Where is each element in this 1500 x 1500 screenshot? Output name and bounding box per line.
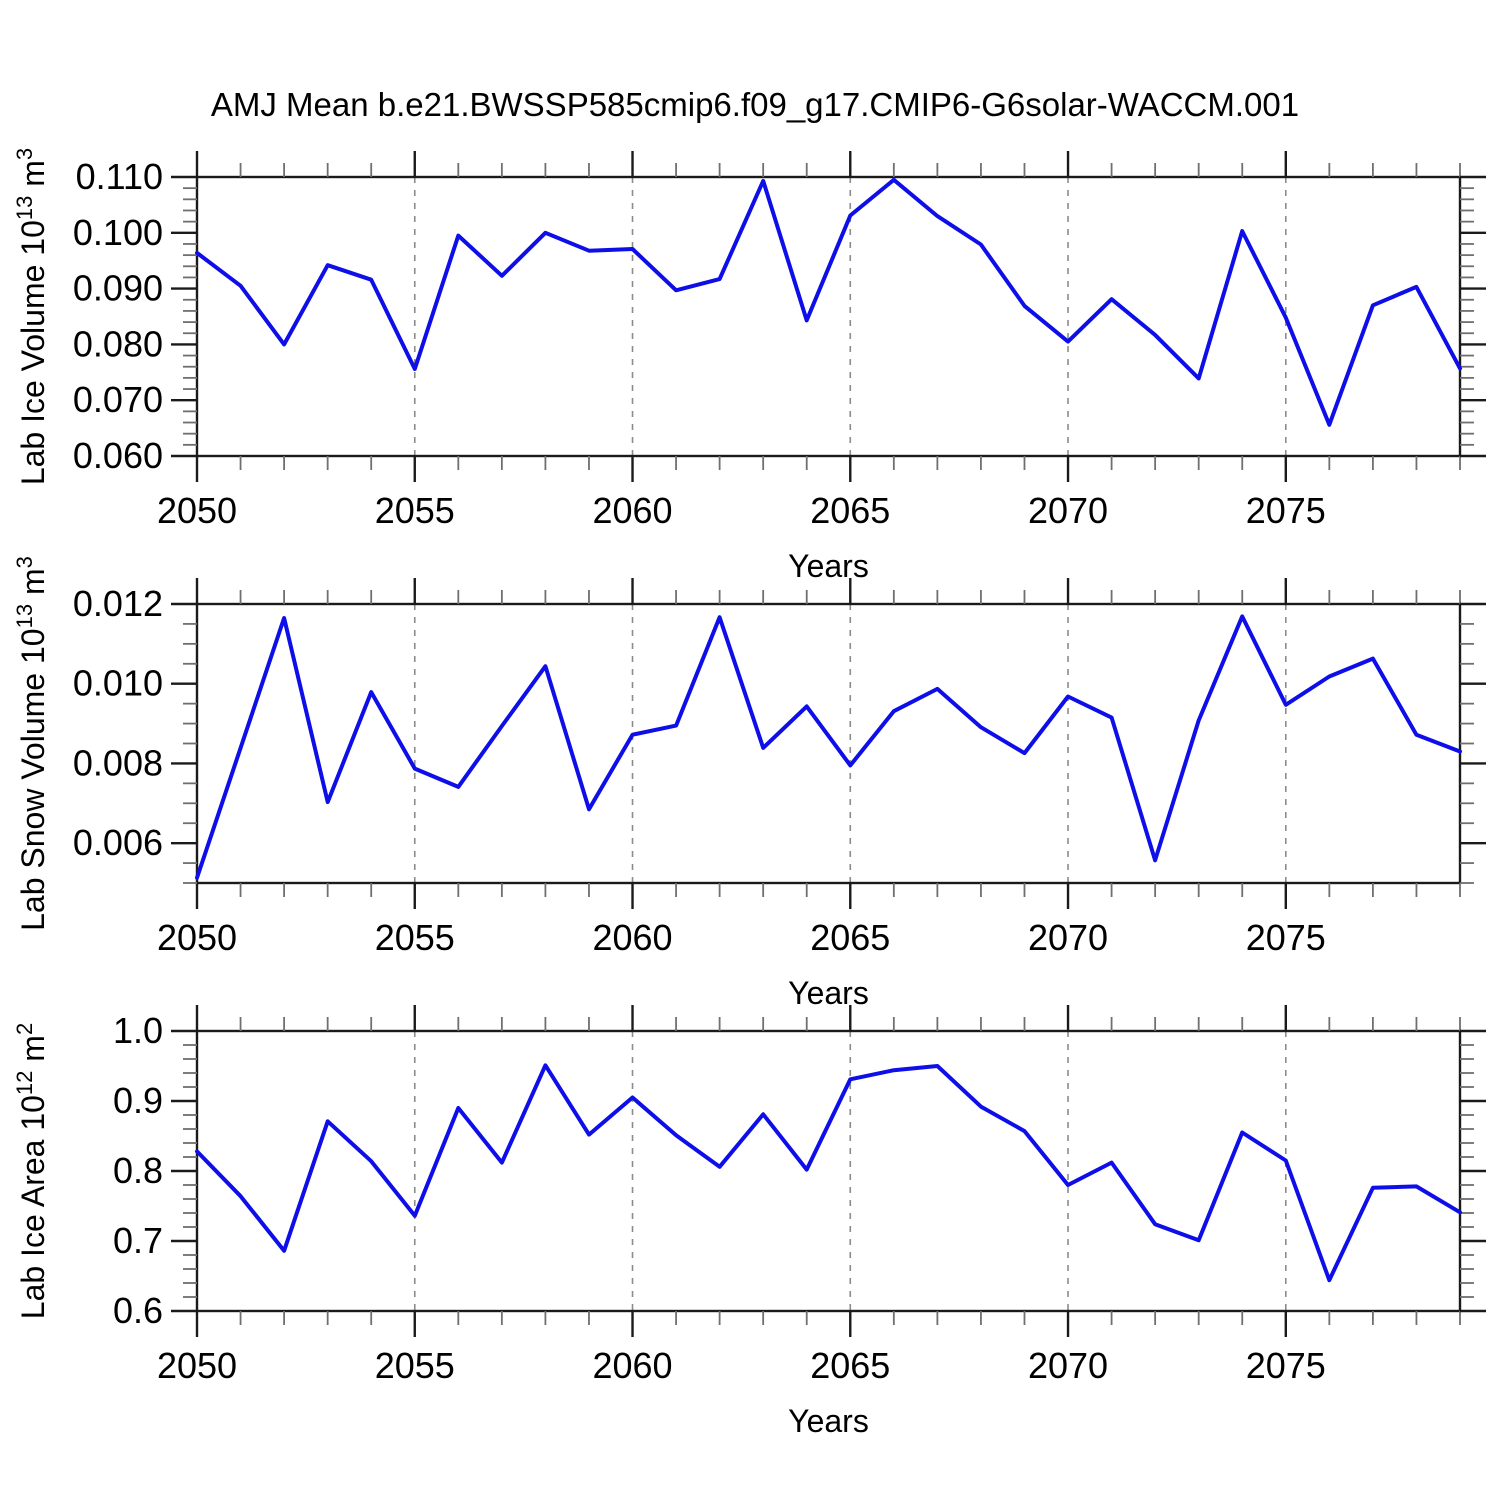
x-axis-title: Years bbox=[788, 548, 869, 584]
x-tick-label: 2065 bbox=[810, 490, 890, 531]
panel-box-lab-snow-volume bbox=[195, 602, 1462, 885]
x-axis-title: Years bbox=[788, 975, 869, 1011]
x-tick-label: 2070 bbox=[1028, 917, 1108, 958]
panel-box-lab-ice-area bbox=[195, 1029, 1462, 1313]
x-tick-label: 2055 bbox=[375, 490, 455, 531]
y-axis-title: Lab Snow Volume 1013 m3 bbox=[12, 556, 51, 931]
x-tick-label: 2050 bbox=[157, 490, 237, 531]
y-tick-label: 0.9 bbox=[113, 1080, 163, 1121]
y-axis-title: Lab Ice Volume 1013 m3 bbox=[12, 148, 51, 485]
data-line-lab-snow-volume bbox=[195, 614, 1462, 880]
x-tick-label: 2060 bbox=[592, 917, 672, 958]
y-tick-label: 0.7 bbox=[113, 1220, 163, 1261]
x-axis-title: Years bbox=[788, 1403, 869, 1439]
y-axis-title: Lab Ice Area 1012 m2 bbox=[12, 1023, 51, 1319]
y-tick-label: 0.080 bbox=[73, 323, 163, 364]
x-tick-label: 2060 bbox=[592, 1345, 672, 1386]
y-tick-label: 0.070 bbox=[73, 379, 163, 420]
y-tick-label: 0.110 bbox=[76, 156, 163, 197]
x-tick-label: 2070 bbox=[1028, 1345, 1108, 1386]
y-tick-label: 0.012 bbox=[73, 583, 163, 624]
y-tick-label: 0.010 bbox=[73, 663, 163, 704]
x-tick-label: 2050 bbox=[157, 1345, 237, 1386]
x-tick-label: 2060 bbox=[592, 490, 672, 531]
y-tick-label: 0.090 bbox=[73, 268, 163, 309]
y-tick-label: 1.0 bbox=[113, 1010, 163, 1051]
x-tick-label: 2050 bbox=[157, 917, 237, 958]
x-tick-label: 2065 bbox=[810, 1345, 890, 1386]
x-tick-label: 2055 bbox=[375, 1345, 455, 1386]
data-line-lab-ice-area bbox=[195, 1063, 1462, 1283]
y-tick-label: 0.008 bbox=[73, 742, 163, 783]
x-tick-label: 2065 bbox=[810, 917, 890, 958]
y-tick-label: 0.8 bbox=[113, 1150, 163, 1191]
data-line-lab-ice-volume bbox=[195, 177, 1462, 427]
x-tick-label: 2075 bbox=[1246, 917, 1326, 958]
y-tick-label: 0.100 bbox=[73, 212, 163, 253]
panel-box-lab-ice-volume bbox=[195, 175, 1462, 458]
x-tick-label: 2075 bbox=[1246, 490, 1326, 531]
x-tick-label: 2055 bbox=[375, 917, 455, 958]
chart-title: AMJ Mean b.e21.BWSSP585cmip6.f09_g17.CMI… bbox=[210, 86, 1300, 123]
y-tick-label: 0.060 bbox=[73, 435, 163, 476]
y-tick-label: 0.6 bbox=[113, 1290, 163, 1331]
x-tick-label: 2070 bbox=[1028, 490, 1108, 531]
y-tick-label: 0.006 bbox=[73, 822, 163, 863]
x-tick-label: 2075 bbox=[1246, 1345, 1326, 1386]
